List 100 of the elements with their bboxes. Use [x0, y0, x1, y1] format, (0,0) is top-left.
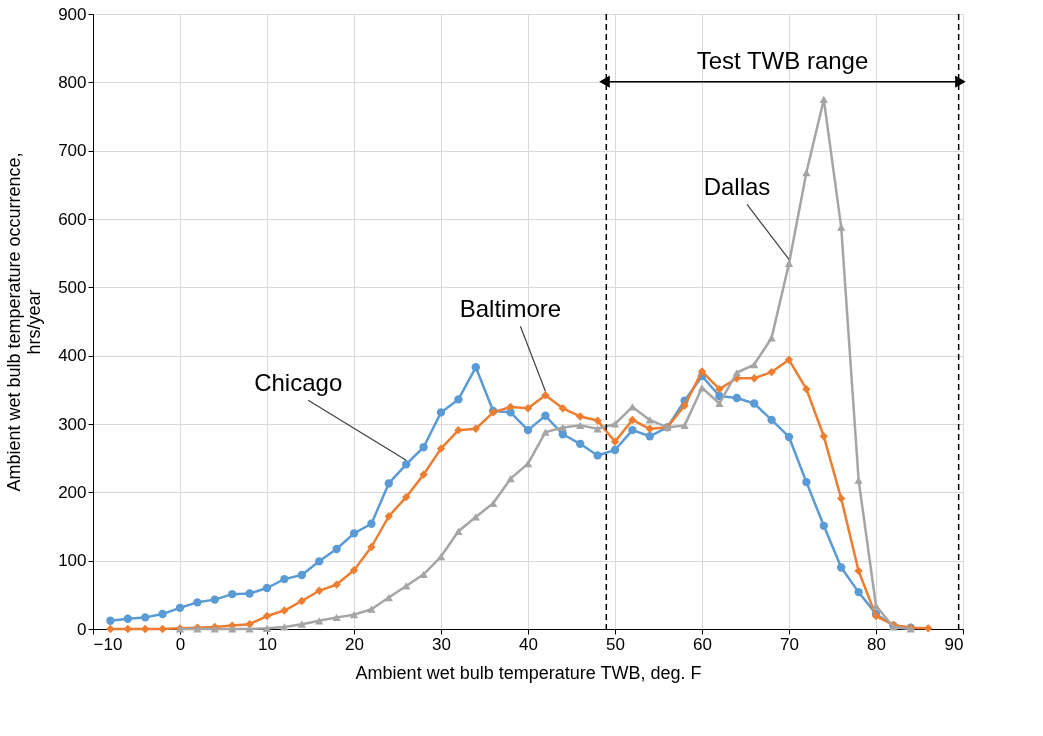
- point: [610, 445, 620, 455]
- point: [645, 432, 654, 441]
- point: [924, 624, 933, 633]
- y-tick-label: 100: [58, 551, 87, 571]
- point: [332, 544, 341, 554]
- y-tick-label: 400: [58, 346, 87, 366]
- x-axis-title: Ambient wet bulb temperature TWB, deg. F: [355, 662, 702, 683]
- x-tick-label: 20: [345, 634, 364, 654]
- point: [628, 403, 637, 411]
- point: [402, 460, 411, 469]
- x-tick-label: −10: [93, 634, 123, 654]
- x-tick-label: 60: [693, 634, 712, 654]
- point: [262, 624, 272, 632]
- x-tick-label: 10: [258, 634, 277, 654]
- point: [541, 391, 550, 400]
- point: [419, 470, 428, 479]
- point: [680, 421, 689, 429]
- point: [593, 451, 602, 460]
- point: [454, 527, 463, 535]
- y-tick-label: 800: [58, 72, 87, 92]
- point: [645, 424, 654, 433]
- text: Baltimore: [459, 295, 562, 323]
- point: [297, 596, 306, 606]
- x-tick-label: 80: [867, 634, 886, 654]
- point: [837, 563, 846, 572]
- point: [297, 620, 306, 628]
- point: [158, 609, 167, 619]
- point: [715, 399, 724, 408]
- point: [123, 624, 132, 634]
- point: [732, 393, 741, 403]
- point: [106, 616, 115, 625]
- point: [228, 625, 237, 633]
- point: [402, 582, 411, 590]
- point: [541, 411, 550, 420]
- point: [489, 499, 498, 507]
- x-tick-label: 70: [780, 634, 799, 654]
- point: [141, 613, 150, 622]
- point: [210, 595, 219, 604]
- point: [158, 624, 167, 634]
- point: [628, 415, 637, 425]
- point: [332, 613, 341, 622]
- point: [715, 384, 724, 394]
- point: [436, 552, 446, 561]
- y-tick-label: 900: [58, 4, 87, 24]
- point: [228, 589, 237, 599]
- y-tick-label: 500: [58, 277, 87, 297]
- point: [506, 402, 515, 412]
- point: [315, 586, 324, 595]
- point: [262, 611, 272, 621]
- x-tick-label: 0: [175, 634, 186, 654]
- point: [610, 437, 620, 446]
- point: [558, 404, 567, 413]
- point: [367, 605, 376, 613]
- series-label: Dallas: [703, 173, 771, 201]
- point: [610, 420, 620, 428]
- point: [454, 395, 463, 404]
- point: [384, 512, 393, 521]
- point: [332, 580, 341, 589]
- annotation: Test TWB range: [696, 46, 869, 74]
- point: [436, 444, 446, 453]
- point: [750, 360, 759, 369]
- y-tick-label: 0: [77, 619, 87, 639]
- point: [349, 611, 359, 619]
- point: [767, 415, 776, 425]
- point: [854, 566, 863, 576]
- y-tick-label: 600: [58, 209, 87, 229]
- point: [819, 432, 828, 441]
- x-tick-label: 40: [519, 634, 538, 654]
- point: [384, 479, 393, 488]
- point: [419, 443, 428, 452]
- point: [315, 617, 324, 625]
- point: [628, 425, 637, 435]
- point: [558, 430, 567, 439]
- point: [750, 399, 759, 408]
- x-tick-label: 50: [606, 634, 625, 654]
- point: [262, 583, 272, 593]
- point: [593, 416, 602, 425]
- point: [349, 566, 359, 575]
- point: [419, 570, 428, 578]
- y-axis-title: Ambient wet bulb temperature occurrence, hrs/year: [4, 152, 45, 492]
- point: [576, 412, 585, 421]
- point: [802, 477, 811, 487]
- point: [402, 492, 411, 502]
- point: [315, 557, 324, 566]
- point: [106, 624, 115, 634]
- point: [454, 425, 463, 435]
- point: [784, 259, 794, 268]
- point: [680, 401, 689, 410]
- point: [767, 367, 776, 377]
- point: [175, 603, 185, 612]
- point: [367, 542, 376, 552]
- point: [384, 593, 393, 602]
- point: [297, 570, 306, 580]
- point: [784, 432, 794, 442]
- text: Chicago: [254, 369, 343, 397]
- point: [558, 423, 567, 432]
- point: [523, 404, 533, 413]
- point: [750, 374, 759, 383]
- point: [506, 475, 515, 483]
- point: [697, 367, 707, 376]
